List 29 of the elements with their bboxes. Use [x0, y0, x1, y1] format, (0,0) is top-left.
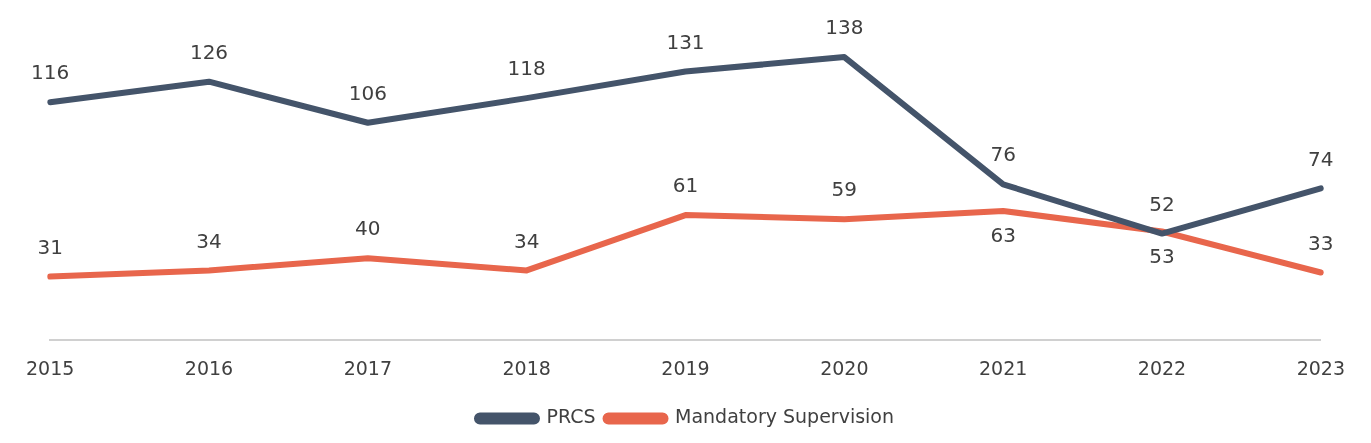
data-label: 118	[507, 56, 546, 81]
x-tick-label: 2015	[26, 356, 75, 379]
data-label: 74	[1308, 146, 1334, 171]
data-label: 52	[1149, 191, 1175, 216]
data-label: 116	[31, 60, 70, 85]
legend-label: PRCS	[546, 405, 596, 428]
x-tick-label: 2016	[184, 356, 234, 379]
data-label: 138	[825, 15, 864, 40]
x-tick-label: 2021	[978, 356, 1028, 379]
data-label: 59	[831, 177, 858, 202]
data-label: 61	[672, 173, 699, 198]
x-tick-label: 2017	[343, 356, 393, 379]
data-label: 76	[990, 142, 1016, 167]
data-label: 63	[990, 223, 1016, 248]
data-label: 34	[196, 228, 222, 253]
data-label: 126	[189, 39, 229, 64]
x-tick-label: 2022	[1137, 356, 1187, 379]
data-label: 40	[355, 216, 381, 241]
data-label: 31	[37, 234, 63, 259]
data-label: 53	[1149, 243, 1175, 268]
x-tick-label: 2019	[661, 356, 710, 379]
x-tick-label: 2018	[502, 356, 551, 379]
data-label: 106	[348, 80, 387, 105]
data-label: 34	[513, 228, 540, 253]
data-label: 33	[1308, 230, 1334, 255]
legend-label: Mandatory Supervision	[675, 405, 895, 428]
data-label: 131	[666, 29, 705, 54]
x-tick-label: 2020	[820, 356, 869, 379]
x-tick-label: 2023	[1296, 356, 1345, 379]
